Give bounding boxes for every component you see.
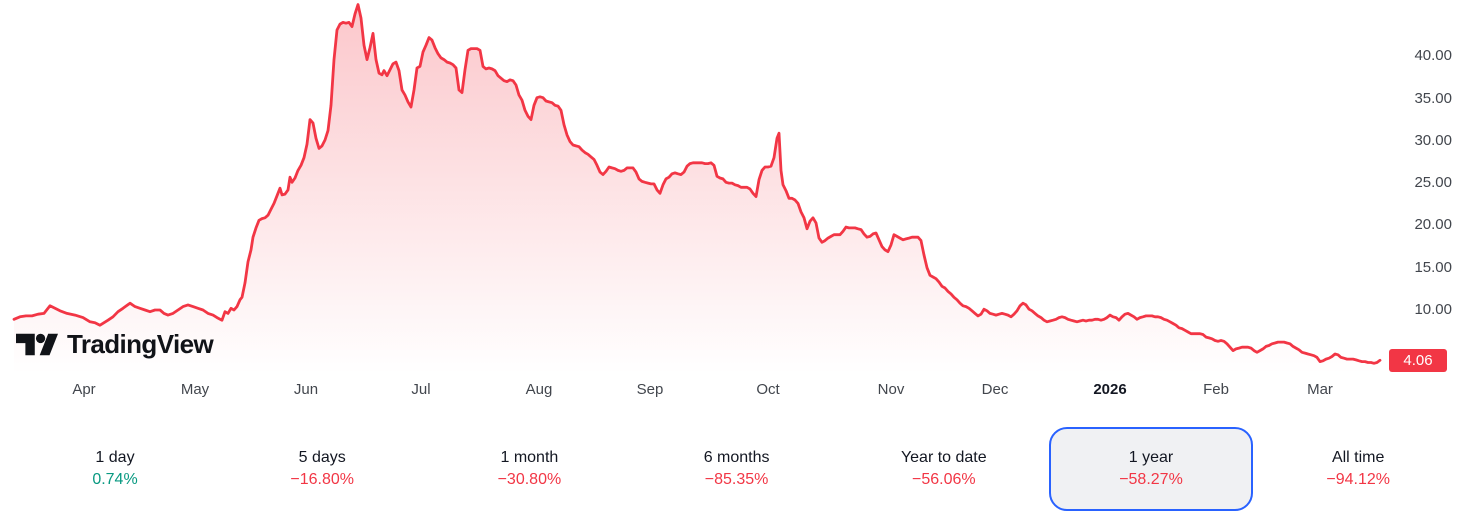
range-label: 1 year bbox=[1128, 449, 1174, 466]
range-change: −30.80% bbox=[497, 471, 562, 488]
x-axis-label: May bbox=[180, 381, 210, 398]
x-axis-label: Mar bbox=[1307, 381, 1333, 398]
range-change: −56.06% bbox=[911, 471, 976, 488]
x-axis-label: Jun bbox=[293, 381, 319, 398]
range-label: 1 day bbox=[95, 449, 135, 466]
y-axis-label: 10.00 bbox=[1414, 301, 1452, 318]
x-axis-label: Sep bbox=[636, 381, 664, 398]
last-price-badge: 4.06 bbox=[1389, 348, 1447, 372]
range-label: 5 days bbox=[298, 449, 346, 466]
y-axis-label: 15.00 bbox=[1414, 258, 1452, 276]
x-axis-label: Nov bbox=[877, 381, 905, 398]
range-change: 0.74% bbox=[92, 471, 138, 488]
x-axis-label: 2026 bbox=[1093, 381, 1127, 398]
price-chart[interactable] bbox=[0, 0, 1471, 410]
x-axis-label: Apr bbox=[72, 381, 96, 398]
range-change: −58.27% bbox=[1119, 471, 1183, 488]
range-change: −94.12% bbox=[1326, 471, 1390, 488]
range-button-all-time[interactable]: All time −94.12% bbox=[1256, 427, 1460, 511]
y-axis-label: 20.00 bbox=[1414, 216, 1452, 234]
range-button-1-year[interactable]: 1 year −58.27% bbox=[1049, 427, 1253, 511]
range-button-1-day[interactable]: 1 day 0.74% bbox=[13, 427, 217, 511]
y-axis-label: 30.00 bbox=[1414, 131, 1452, 149]
range-label: 1 month bbox=[500, 449, 559, 466]
y-axis-label: 40.00 bbox=[1414, 47, 1452, 65]
tradingview-logo[interactable]: TradingView bbox=[16, 329, 214, 360]
range-label: All time bbox=[1331, 449, 1385, 466]
x-axis-label: Dec bbox=[981, 381, 1009, 398]
chart-area-fill bbox=[14, 4, 1380, 374]
range-change: −16.80% bbox=[290, 471, 354, 488]
range-button-1-month[interactable]: 1 month −30.80% bbox=[427, 427, 631, 511]
x-axis-label: Aug bbox=[525, 381, 553, 398]
chart-line bbox=[12, 3, 1382, 365]
tradingview-logo-icon bbox=[16, 332, 58, 357]
y-axis-label: 35.00 bbox=[1414, 89, 1452, 107]
x-axis-label: Oct bbox=[756, 381, 780, 398]
x-axis-label: Feb bbox=[1203, 381, 1229, 398]
range-label: 6 months bbox=[703, 449, 770, 466]
tradingview-logo-text: TradingView bbox=[67, 329, 214, 359]
y-axis-label: 25.00 bbox=[1414, 174, 1452, 192]
range-button-year-to-date[interactable]: Year to date −56.06% bbox=[842, 427, 1046, 511]
x-axis-label: Jul bbox=[411, 381, 431, 398]
range-button-5-days[interactable]: 5 days −16.80% bbox=[220, 427, 424, 511]
range-button-6-months[interactable]: 6 months −85.35% bbox=[635, 427, 839, 511]
range-change: −85.35% bbox=[704, 471, 769, 488]
range-label: Year to date bbox=[900, 449, 987, 466]
